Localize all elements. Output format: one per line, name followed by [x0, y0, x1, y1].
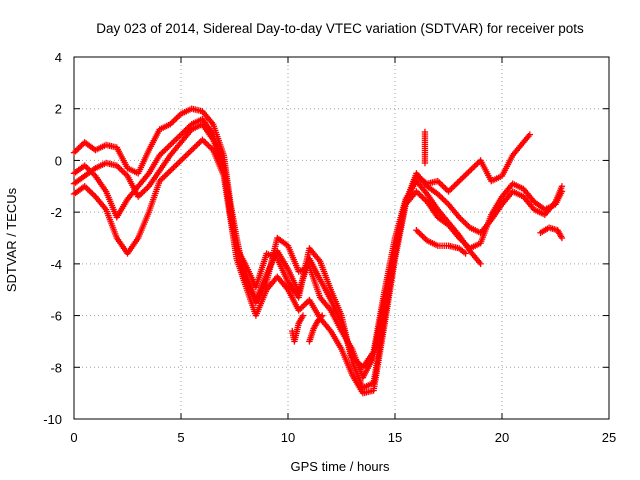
x-axis-label: GPS time / hours — [291, 459, 390, 474]
y-tick-label: -6 — [50, 309, 62, 324]
y-tick-label: 4 — [55, 50, 62, 65]
plot-frame — [73, 56, 610, 420]
track-7-point — [421, 159, 429, 167]
y-tick-label: -2 — [50, 205, 62, 220]
x-tick-label: 20 — [495, 430, 509, 445]
track-4-point — [477, 260, 484, 268]
y-tick-label: -10 — [43, 412, 62, 427]
chart-title: Day 023 of 2014, Sidereal Day-to-day VTE… — [96, 21, 584, 36]
x-tick-labels: 0 5 10 15 20 25 — [70, 430, 616, 445]
x-tick-label: 5 — [177, 430, 184, 445]
y-tick-label: 0 — [55, 153, 62, 168]
axes — [73, 56, 610, 420]
x-tick-label: 25 — [602, 430, 616, 445]
track-9-point — [317, 313, 325, 321]
y-axis-label: SDTVAR / TECUs — [4, 187, 19, 292]
x-tick-label: 10 — [281, 430, 295, 445]
data-points — [70, 105, 566, 397]
x-tick-label: 15 — [388, 430, 402, 445]
track-5-point — [462, 250, 469, 257]
track-3-point — [558, 188, 566, 195]
x-tick-label: 0 — [70, 430, 77, 445]
track-6-point — [558, 234, 566, 242]
track-1-point — [526, 131, 534, 138]
y-tick-label: -8 — [50, 360, 62, 375]
track-8-point — [299, 312, 307, 319]
y-tick-labels: -10 -8 -6 -4 -2 0 2 4 — [43, 50, 62, 427]
y-tick-label: -4 — [50, 257, 62, 272]
y-tick-label: 2 — [55, 102, 62, 117]
track-9-point — [319, 312, 326, 319]
